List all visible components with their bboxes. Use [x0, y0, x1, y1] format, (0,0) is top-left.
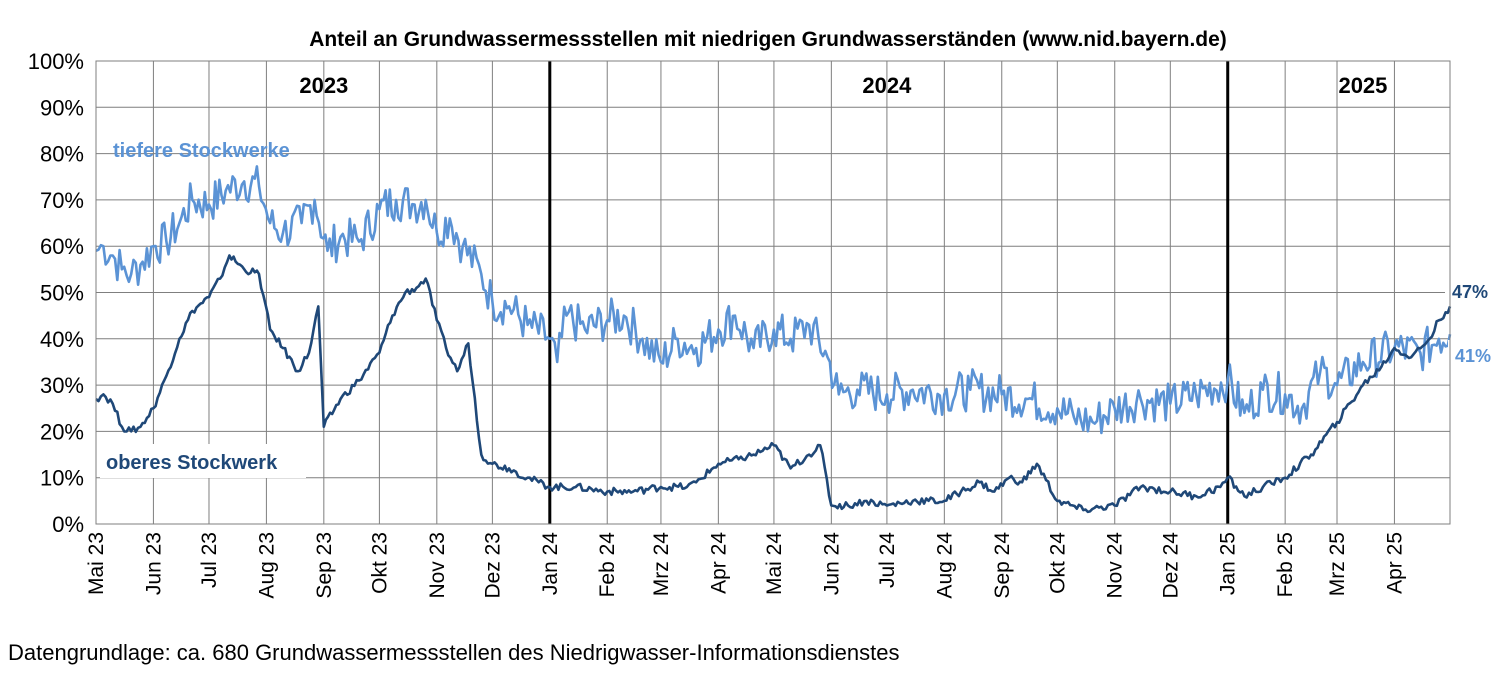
series-lines [95, 165, 1452, 514]
x-tick-label: Jan 24 [539, 532, 562, 595]
x-tick-label: Jul 23 [198, 532, 221, 588]
year-label: 2023 [299, 73, 348, 98]
year-labels: 2023 2024 2025 [299, 73, 1387, 98]
x-tick-label: Aug 23 [255, 532, 278, 599]
x-tick-label: Mai 24 [763, 532, 786, 595]
x-tick-label: Dez 24 [1159, 532, 1182, 599]
x-tick-label: Aug 24 [933, 532, 956, 599]
x-tick-label: Feb 24 [596, 532, 619, 598]
y-tick-label: 10% [40, 466, 84, 491]
end-label-oberes: 47% [1452, 282, 1488, 302]
x-tick-label: Feb 25 [1274, 532, 1297, 597]
y-tick-label: 80% [40, 142, 84, 167]
x-tick-label: Jun 24 [820, 532, 843, 595]
end-label-tiefere: 41% [1455, 346, 1491, 366]
y-tick-label: 90% [40, 95, 84, 120]
x-tick-label: Mrz 25 [1326, 532, 1349, 596]
chart-title: Anteil an Grundwassermessstellen mit nie… [309, 28, 1227, 51]
plot-area-border [95, 60, 1451, 525]
y-tick-label: 30% [40, 373, 84, 398]
year-label: 2025 [1338, 73, 1387, 98]
x-tick-label: Mrz 24 [650, 532, 673, 597]
x-tick-label: Sep 24 [991, 532, 1014, 599]
series-label-tiefere: tiefere Stockwerke [113, 140, 290, 162]
x-tick-label: Apr 25 [1383, 532, 1406, 594]
end-label-bg-tiefere [1448, 340, 1496, 370]
series-label-oberes-bg [100, 444, 306, 478]
y-tick-label: 70% [40, 188, 84, 213]
x-tick-label: Nov 23 [426, 532, 449, 599]
x-tick-label: Apr 24 [707, 532, 730, 594]
x-tick-label: Jan 25 [1217, 532, 1240, 595]
y-tick-label: 50% [40, 281, 84, 306]
year-dividers [548, 61, 1230, 524]
x-tick-label: Jun 23 [142, 532, 165, 595]
end-label-bg-oberes [1445, 276, 1495, 306]
x-tick-label: Okt 23 [368, 532, 391, 594]
x-tick-label: Mai 23 [85, 532, 108, 595]
x-tick-label: Sep 23 [313, 532, 336, 599]
y-axis-ticks: 0% 10% 20% 30% 40% 50% 60% 70% 80% 90% 100% [28, 49, 84, 537]
x-tick-label: Jul 24 [876, 532, 899, 588]
line-chart: Anteil an Grundwassermessstellen mit nie… [27, 28, 1496, 599]
series-label-oberes: oberes Stockwerk [106, 452, 278, 474]
series-line-oberes [95, 254, 1452, 514]
x-axis-ticks: Mai 23 Jun 23 Jul 23 Aug 23 Sep 23 Okt 23 Nov … [85, 532, 1406, 599]
y-tick-label: 0% [52, 512, 84, 537]
y-tick-label: 20% [40, 419, 84, 444]
y-tick-label: 60% [40, 234, 84, 259]
year-label: 2024 [862, 73, 912, 98]
x-tick-label: Dez 23 [481, 532, 504, 599]
y-tick-label: 100% [28, 49, 84, 74]
y-tick-label: 40% [40, 327, 84, 352]
x-tick-label: Okt 24 [1046, 532, 1069, 594]
x-tick-label: Nov 24 [1104, 532, 1127, 599]
series-line-tiefere [95, 165, 1452, 435]
source-note: Datengrundlage: ca. 680 Grundwassermesss… [8, 640, 900, 665]
series-labels: tiefere Stockwerke oberes Stockwerk 47% … [100, 140, 1496, 478]
